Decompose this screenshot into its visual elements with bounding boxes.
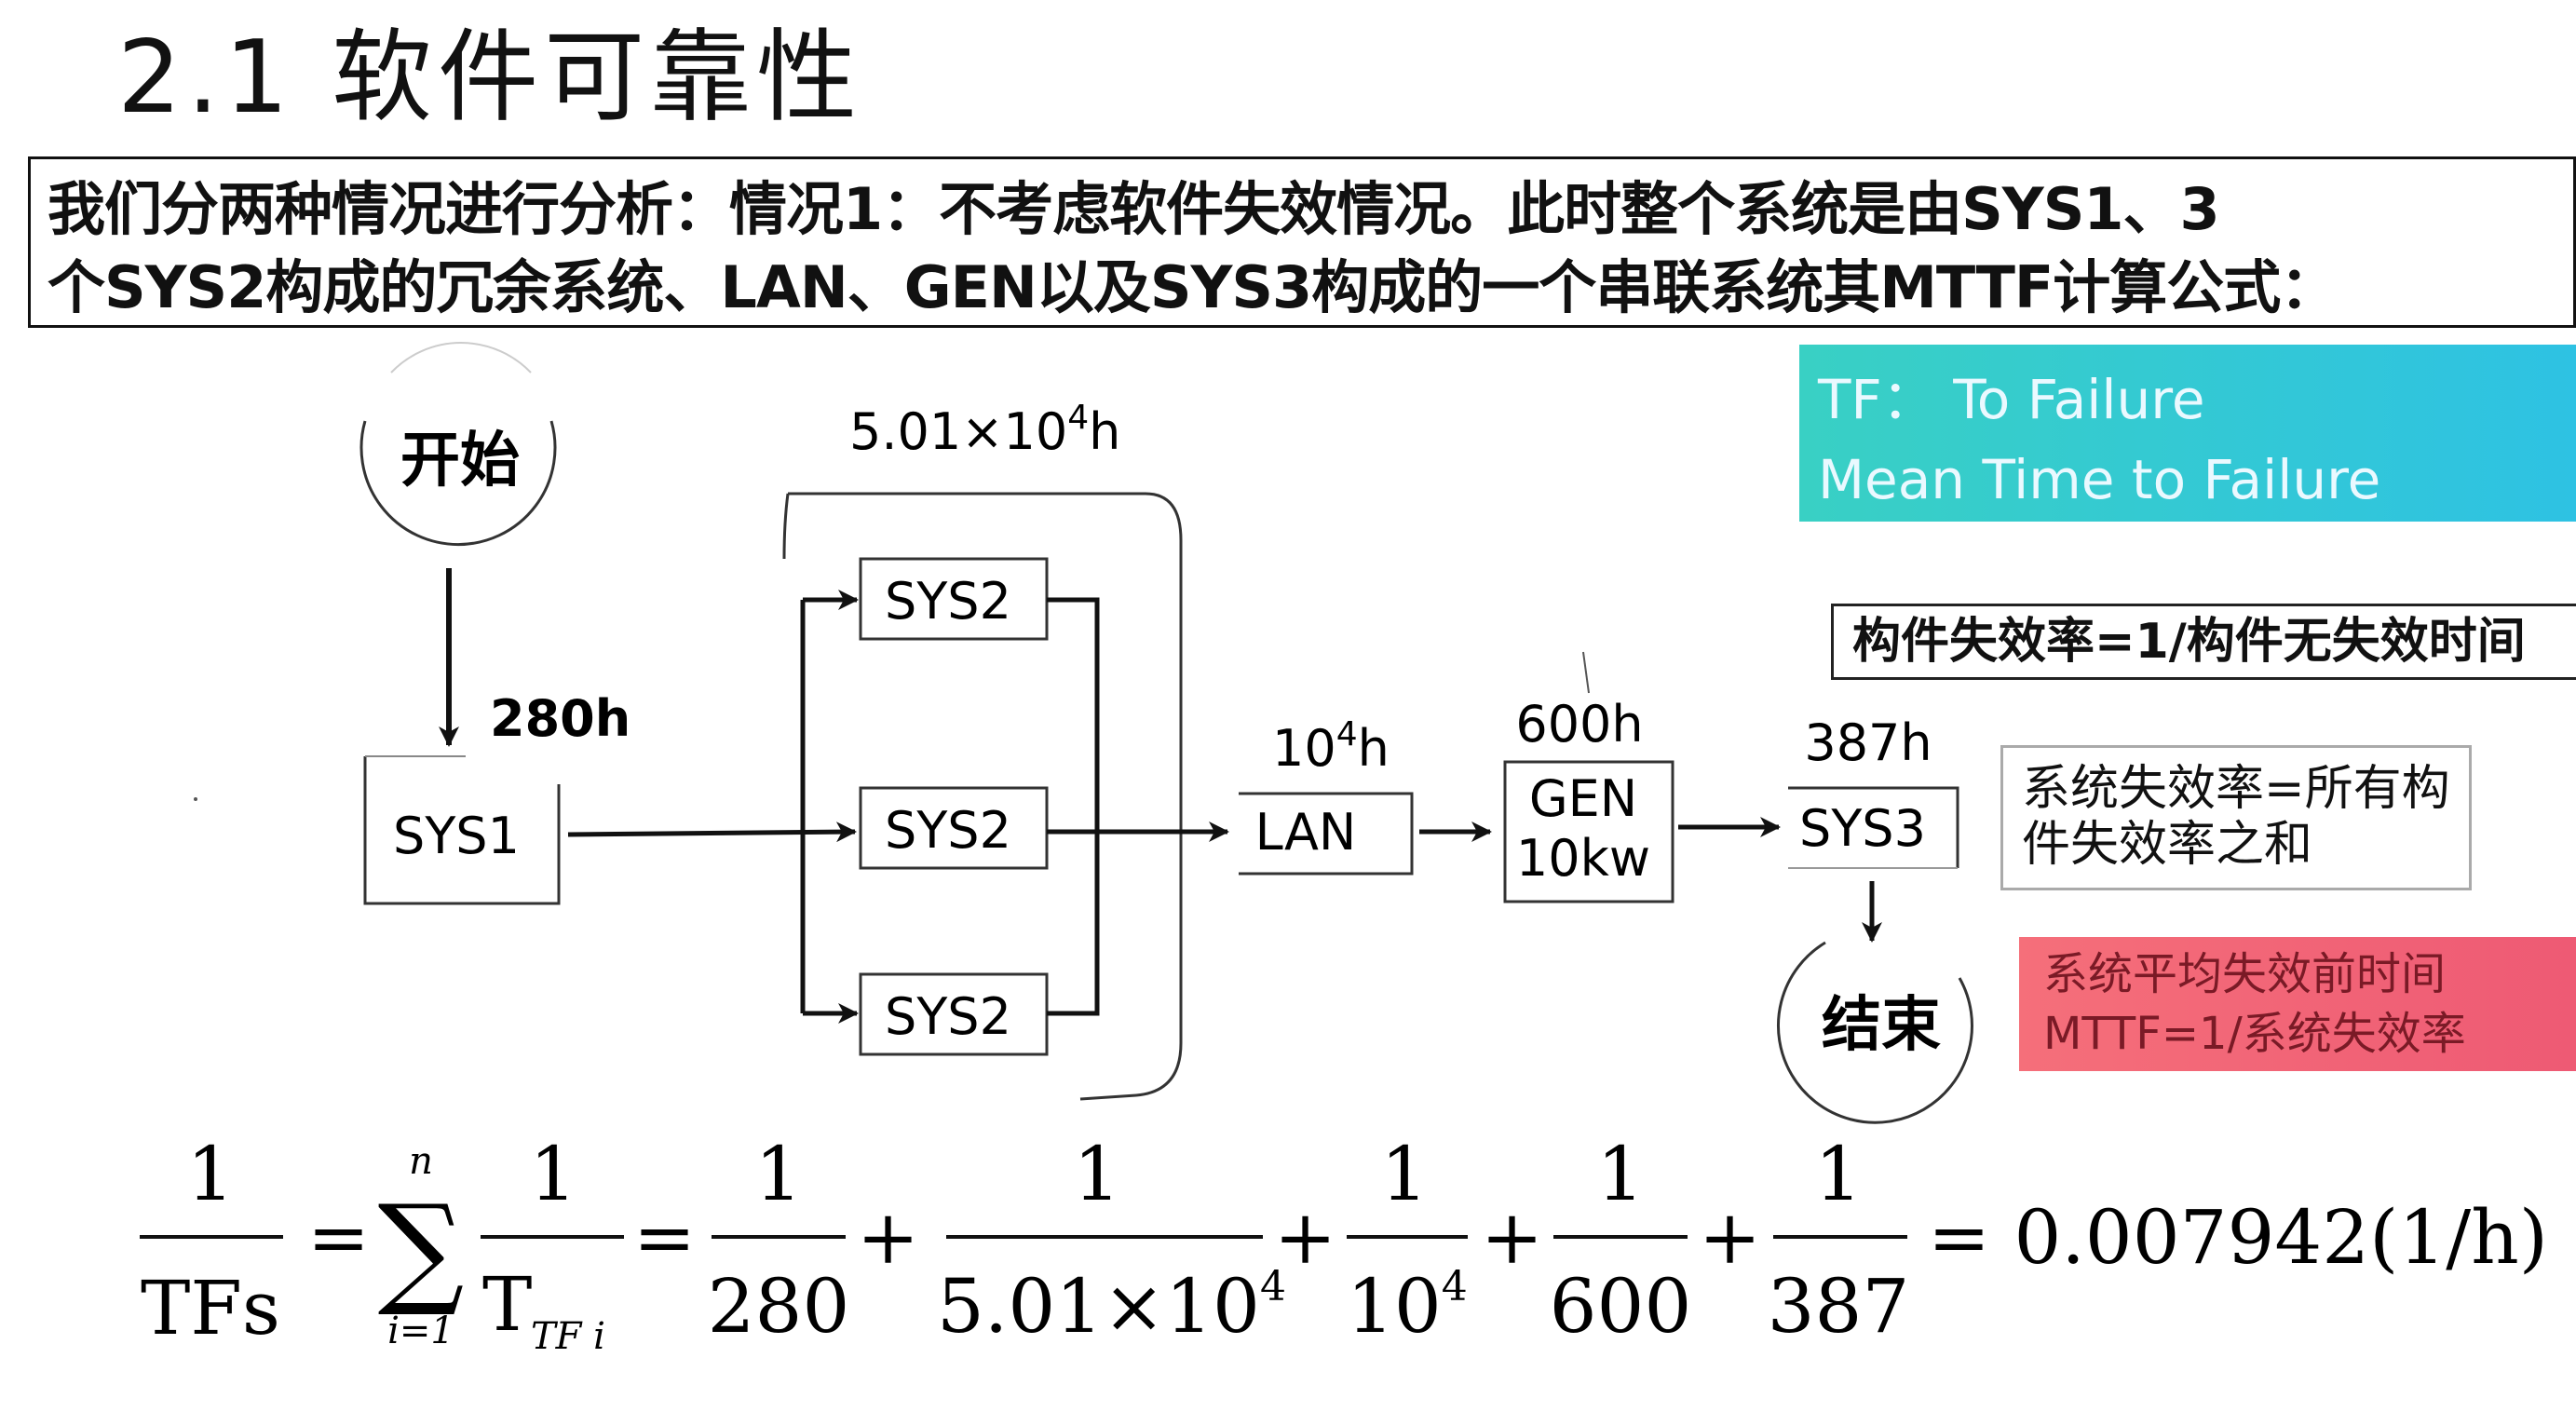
- lan-time-label: 104h: [1272, 715, 1390, 778]
- svg-text:1: 1: [1597, 1131, 1645, 1217]
- svg-text:TFs: TFs: [141, 1265, 280, 1351]
- svg-text:1: 1: [530, 1131, 577, 1217]
- tf-legend-line-2: Mean Time to Failure: [1818, 448, 2381, 511]
- mttf-legend-line-1: 系统平均失效前时间: [2043, 948, 2447, 1000]
- sys2-node-top: SYS2: [859, 557, 1049, 641]
- system-rate-line-1: 系统失效率=所有构: [2022, 761, 2450, 817]
- formula-term-gen: 1 600: [1550, 1131, 1692, 1350]
- sys1-label: SYS1: [393, 807, 520, 865]
- sys2-node-bottom: SYS2: [859, 972, 1049, 1056]
- page-title: 2.1 软件可靠性: [117, 20, 863, 136]
- intro-line-2: 个SYS2构成的冗余系统、LAN、GEN以及SYS3构成的一个串联系统其MTTF…: [47, 253, 2338, 321]
- tf-legend-box: TF： To Failure Mean Time to Failure: [1799, 345, 2576, 522]
- svg-text:600: 600: [1550, 1263, 1692, 1350]
- formula-plus-3: +: [1481, 1194, 1543, 1281]
- end-node: 结束: [1776, 941, 1973, 1124]
- tf-legend-line-1: TF： To Failure: [1818, 368, 2205, 431]
- start-label: 开始: [400, 427, 520, 496]
- formula-summation: n ∑ i=1: [378, 1140, 465, 1352]
- sys2-middle-label: SYS2: [885, 801, 1011, 860]
- mttf-legend-box: 系统平均失效前时间 MTTF=1/系统失效率: [2019, 937, 2576, 1071]
- sys1-node: SYS1: [363, 755, 561, 905]
- gen-spec-label: 10kw: [1516, 829, 1650, 888]
- formula-term-sys1: 1 280: [708, 1131, 850, 1350]
- component-rate-note: 构件失效率=1/构件无失效时间: [1831, 604, 2576, 680]
- formula-equals-2: =: [633, 1194, 696, 1281]
- svg-text:104: 104: [1347, 1263, 1468, 1350]
- svg-text:1: 1: [1074, 1131, 1121, 1217]
- intro-line-1: 我们分两种情况进行分析：情况1：不考虑软件失效情况。此时整个系统是由SYS1、3: [47, 175, 2220, 243]
- formula-lhs-fraction: 1 TFs: [140, 1131, 283, 1351]
- lan-label: LAN: [1255, 803, 1357, 862]
- redundant-group: 5.01×104h SYS2 SYS2 SYS2: [782, 399, 1183, 1101]
- svg-text:1: 1: [1815, 1131, 1863, 1217]
- formula-result: = 0.007942(1/h): [1928, 1194, 2548, 1281]
- sys3-label: SYS3: [1799, 799, 1926, 858]
- intro-text-box: 我们分两种情况进行分析：情况1：不考虑软件失效情况。此时整个系统是由SYS1、3…: [28, 156, 2576, 328]
- svg-text:1: 1: [1381, 1131, 1429, 1217]
- sys3-node: SYS3: [1788, 786, 1959, 869]
- formula-plus-4: +: [1699, 1194, 1761, 1281]
- formula-equals-1: =: [307, 1194, 370, 1281]
- system-rate-line-2: 件失效率之和: [2022, 817, 2313, 873]
- formula-plus-2: +: [1274, 1194, 1336, 1281]
- sys2-node-middle: SYS2: [859, 786, 1049, 870]
- formula-plus-1: +: [857, 1194, 919, 1281]
- sys2-time-label: 5.01×104h: [849, 399, 1120, 461]
- mttf-legend-line-2: MTTF=1/系统失效率: [2043, 1008, 2466, 1060]
- svg-text:n: n: [409, 1140, 433, 1183]
- sys2-bottom-label: SYS2: [885, 987, 1011, 1046]
- svg-text:280: 280: [708, 1263, 850, 1350]
- formula-sum-term: 1 T TF i: [481, 1131, 624, 1358]
- svg-text:1: 1: [755, 1131, 803, 1217]
- svg-text:5.01×104: 5.01×104: [937, 1263, 1286, 1350]
- gen-node: GEN 10kw: [1503, 760, 1674, 903]
- sys2-top-label: SYS2: [885, 572, 1011, 631]
- svg-text:i=1: i=1: [387, 1310, 454, 1352]
- lan-node: LAN: [1239, 792, 1414, 876]
- mttf-formula: 1 TFs = n ∑ i=1 1 T TF i = 1 280 + 1 5.0…: [140, 1131, 2548, 1358]
- gen-time-label: 600h: [1515, 695, 1643, 754]
- gen-label: GEN: [1529, 769, 1637, 828]
- gen-tick-mark: [1582, 651, 1590, 694]
- sys1-to-sys2-arrow: [567, 821, 857, 843]
- svg-text:387: 387: [1768, 1263, 1910, 1350]
- sys3-time-label: 387h: [1804, 713, 1932, 772]
- svg-text:T: T: [482, 1261, 532, 1348]
- svg-text:TF i: TF i: [531, 1315, 605, 1358]
- stray-dot: [194, 797, 197, 801]
- svg-text:∑: ∑: [378, 1178, 465, 1320]
- svg-text:1: 1: [187, 1131, 235, 1217]
- sys1-time-label: 280h: [490, 689, 630, 748]
- system-rate-note: 系统失效率=所有构 件失效率之和: [2000, 745, 2472, 890]
- formula-term-sys2: 1 5.01×104: [937, 1131, 1286, 1350]
- end-label: 结束: [1822, 991, 1941, 1060]
- formula-term-lan: 1 104: [1347, 1131, 1468, 1350]
- start-node: 开始: [359, 342, 557, 547]
- formula-term-sys3: 1 387: [1768, 1131, 1910, 1350]
